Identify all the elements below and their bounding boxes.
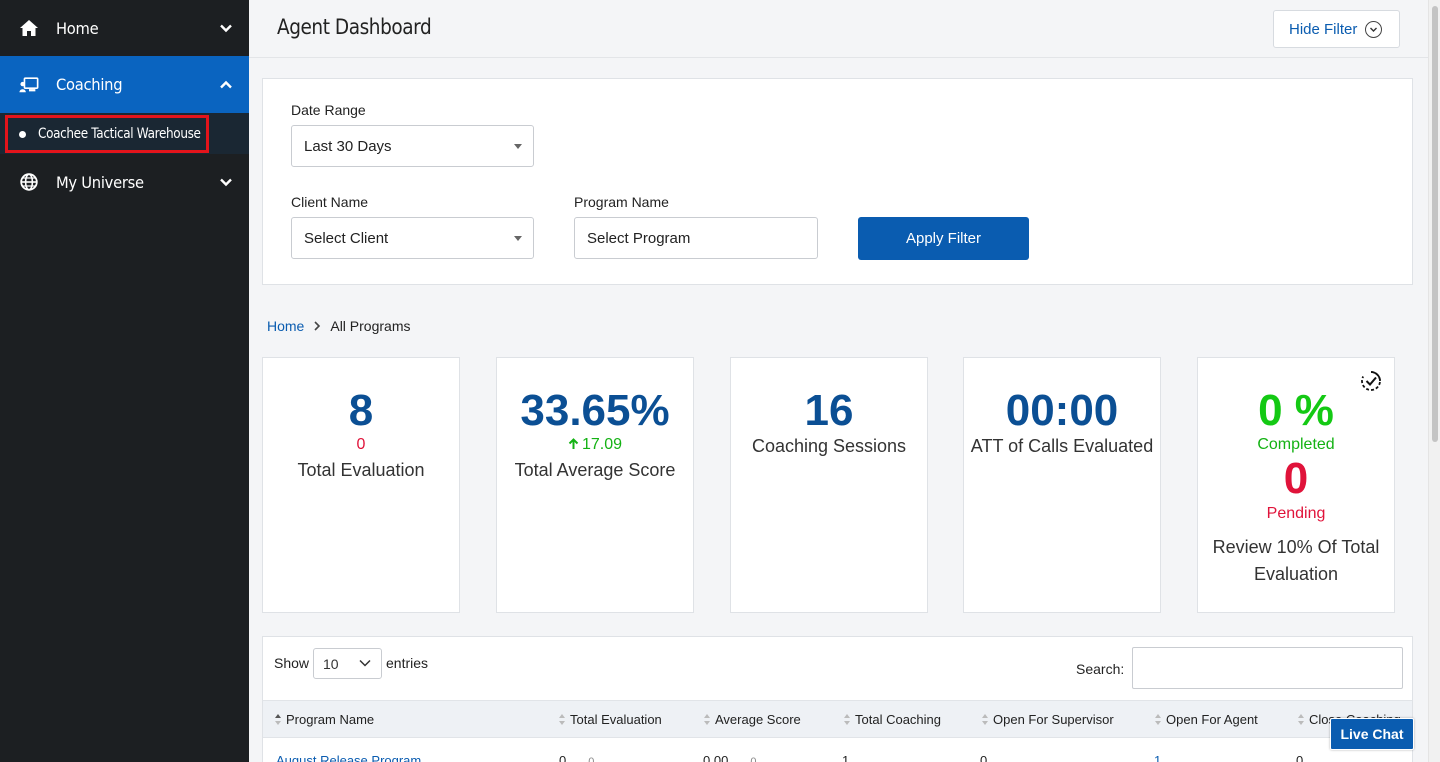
chevron-up-icon <box>220 80 232 88</box>
stat-card-review: 0 % Completed 0 Pending Review 10% Of To… <box>1197 357 1395 613</box>
date-range-value: Last 30 Days <box>304 137 392 155</box>
table-cell-total-coaching: 1 <box>842 753 850 762</box>
table-cell-open-for-supervisor: 0 <box>980 753 988 762</box>
stat-value: 8 <box>348 386 374 435</box>
sidebar: Home Coaching Coachee Tactical Warehouse… <box>0 0 249 762</box>
search-input[interactable] <box>1132 647 1403 689</box>
stat-value: 16 <box>804 386 854 435</box>
stat-label: Coaching Sessions <box>751 436 907 456</box>
sidebar-subitem-label: Coachee Tactical Warehouse <box>38 126 201 142</box>
pending-value: 0 <box>1283 454 1309 503</box>
sidebar-subitem-coachee-tactical-warehouse[interactable]: Coachee Tactical Warehouse <box>5 115 209 153</box>
caret-down-icon <box>514 236 522 241</box>
search-label: Search: <box>1076 661 1125 677</box>
table-cell-total-evaluation: 0 → 0 <box>559 753 595 762</box>
stat-delta: 0 <box>356 436 366 453</box>
page-size-value: 10 <box>323 655 339 672</box>
page-size-select[interactable]: 10 <box>313 648 382 679</box>
stat-label: Total Evaluation <box>297 460 425 480</box>
column-header-open-for-supervisor[interactable]: Open For Supervisor <box>982 712 1114 727</box>
stat-label-line2: Evaluation <box>1253 564 1339 584</box>
chevron-right-icon <box>314 321 321 331</box>
stat-card-total-evaluation: 8 0 Total Evaluation <box>262 357 460 613</box>
sidebar-item-my-universe[interactable]: My Universe <box>0 154 249 210</box>
sidebar-item-coaching[interactable]: Coaching <box>0 56 249 113</box>
programs-table-card: Show 10 entries Search: Program Name Tot… <box>262 636 1413 762</box>
stat-card-att-calls: 00:00 ATT of Calls Evaluated <box>963 357 1161 613</box>
chevron-down-icon <box>220 24 232 33</box>
date-range-label: Date Range <box>291 102 366 118</box>
client-name-select[interactable]: Select Client <box>291 217 534 259</box>
entries-label: entries <box>386 655 429 671</box>
sort-icon <box>275 714 281 725</box>
completed-label: Completed <box>1257 436 1335 453</box>
bullet-icon <box>19 130 26 138</box>
arrow-up-icon <box>568 438 579 449</box>
sort-icon <box>982 714 988 725</box>
page-scrollbar[interactable] <box>1428 0 1440 762</box>
chevron-down-icon <box>359 659 371 667</box>
column-header-total-coaching[interactable]: Total Coaching <box>844 712 941 727</box>
sidebar-item-label: Coaching <box>56 75 123 94</box>
breadcrumb: Home All Programs <box>267 318 411 334</box>
show-label: Show <box>274 655 310 671</box>
pending-label: Pending <box>1266 505 1326 522</box>
sidebar-item-label: My Universe <box>56 172 144 192</box>
stat-value: 33.65% <box>520 386 670 435</box>
stat-card-coaching-sessions: 16 Coaching Sessions <box>730 357 928 613</box>
sidebar-item-label: Home <box>56 18 99 38</box>
stat-label: ATT of Calls Evaluated <box>970 436 1154 456</box>
date-range-select[interactable]: Last 30 Days <box>291 125 534 167</box>
sort-icon <box>704 714 710 725</box>
coaching-icon <box>19 75 39 95</box>
breadcrumb-current: All Programs <box>330 318 411 334</box>
apply-filter-button[interactable]: Apply Filter <box>858 217 1029 260</box>
column-header-average-score[interactable]: Average Score <box>704 712 801 727</box>
completed-value: 0 % <box>1258 386 1334 435</box>
program-name-value: Select Program <box>587 229 691 247</box>
column-header-program-name[interactable]: Program Name <box>275 712 374 727</box>
caret-down-icon <box>514 144 522 149</box>
table-cell-close-coaching: 0 <box>1296 753 1304 762</box>
column-header-open-for-agent[interactable]: Open For Agent <box>1155 712 1258 727</box>
stat-value: 00:00 <box>1005 386 1119 435</box>
stat-label-line1: Review 10% Of Total <box>1212 537 1380 557</box>
globe-icon <box>19 172 39 192</box>
sidebar-item-home[interactable]: Home <box>0 0 249 56</box>
sort-icon <box>559 714 565 725</box>
home-icon <box>19 18 39 38</box>
table-cell-open-for-agent[interactable]: 1 <box>1154 753 1162 762</box>
table-cell-average-score: 0.00 → 0 <box>703 753 757 762</box>
timer-check-icon[interactable] <box>1360 370 1382 392</box>
page-title: Agent Dashboard <box>277 15 432 39</box>
chevron-down-circle-icon <box>1365 20 1383 38</box>
stat-label: Total Average Score <box>514 460 676 480</box>
stat-delta-wrap: 17.09 <box>497 436 693 454</box>
hide-filter-button[interactable]: Hide Filter <box>1273 10 1400 48</box>
breadcrumb-home-link[interactable]: Home <box>267 318 305 334</box>
program-name-link[interactable]: August Release Program <box>276 753 422 762</box>
sort-icon <box>1298 714 1304 725</box>
client-name-label: Client Name <box>291 194 369 210</box>
live-chat-button[interactable]: Live Chat <box>1330 718 1414 750</box>
client-name-value: Select Client <box>304 229 389 247</box>
program-name-label: Program Name <box>574 194 669 210</box>
scrollbar-thumb[interactable] <box>1432 6 1438 442</box>
page-header: Agent Dashboard Hide Filter <box>249 0 1440 58</box>
program-name-field[interactable]: Select Program <box>574 217 818 259</box>
stat-delta: 17.09 <box>581 436 623 453</box>
column-header-total-evaluation[interactable]: Total Evaluation <box>559 712 662 727</box>
chevron-down-icon <box>220 178 232 187</box>
sort-icon <box>1155 714 1161 725</box>
table-header: Program Name Total Evaluation Average Sc… <box>263 700 1412 738</box>
hide-filter-label: Hide Filter <box>1289 20 1358 38</box>
sort-icon <box>844 714 850 725</box>
filter-panel: Date Range Last 30 Days Client Name Sele… <box>262 78 1413 285</box>
stat-card-total-average-score: 33.65% 17.09 Total Average Score <box>496 357 694 613</box>
